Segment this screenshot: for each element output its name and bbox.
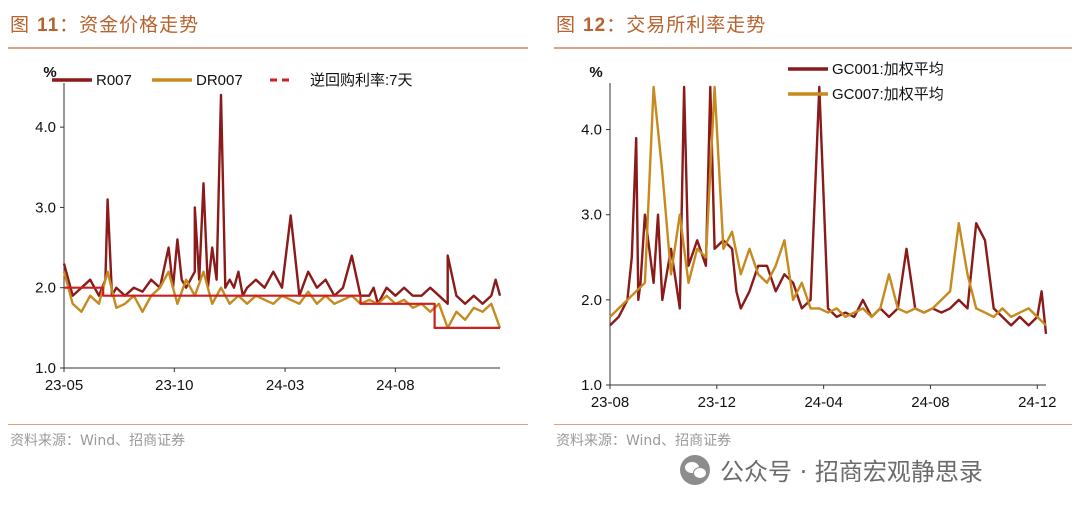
y-tick-label: 4.0 [581,122,602,139]
figure-11-title-text: ：资金价格走势 [59,14,200,36]
x-tick-label: 23-12 [698,394,736,411]
series-line-1 [609,85,1047,327]
y-tick-label: 3.0 [581,207,602,224]
x-tick-label: 24-08 [911,394,949,411]
x-tick-label: 24-04 [804,394,842,411]
y-tick-label: 1.0 [581,377,602,394]
x-tick-label: 23-10 [155,377,193,394]
x-tick-label: 24-08 [376,377,414,394]
figure-12-source: 资料来源：Wind、招商证券 [556,433,732,449]
chart-fund-price: % 1.0 2.0 3.0 4.0 23-05 23-10 24-03 24-08 R007 DR0… [35,64,502,394]
figure-12-title-rule [554,47,1072,49]
legend-label-0: R007 [96,72,132,89]
figure-12-title-text: ：交易所利率走势 [606,14,767,36]
chart-exchange-rates: % 1.0 2.0 3.0 4.0 23-08 23-12 24-04 24-08 24-12 GC… [581,61,1056,411]
figure-12-title-number: 12 [583,15,607,36]
x-tick-label: 23-08 [591,394,629,411]
wechat-icon [680,454,710,485]
legend-label-1: GC007:加权平均 [832,86,944,103]
figure-12-title: 图 12：交易所利率走势 [556,10,766,37]
legend-label-2: 逆回购利率:7天 [310,72,413,89]
y-tick-label: 2.0 [35,280,56,297]
y-tick-label: 2.0 [581,292,602,309]
figure-11-title-number: 11 [37,15,60,36]
y-tick-label: 3.0 [35,199,56,216]
figure-11-source: 资料来源：Wind、招商证券 [10,433,186,449]
x-tick-label: 24-03 [266,377,304,394]
y-axis-label: % [43,64,56,81]
x-tick-label: 23-05 [45,377,83,394]
figure-11-title: 图 11：资金价格走势 [10,10,199,37]
watermark-text: 公众号 · 招商宏观静思录 [720,458,983,486]
watermark: 公众号 · 招商宏观静思录 [680,452,983,487]
figure-12-source-rule [554,424,1072,425]
y-axis-label: % [589,64,602,81]
legend-label-1: DR007 [196,72,243,89]
legend-label-0: GC001:加权平均 [832,61,944,78]
series-line-0 [609,85,1048,335]
y-tick-label: 1.0 [35,360,56,377]
figure-12-title-prefix: 图 [556,14,584,36]
figure-11-title-prefix: 图 [10,14,38,36]
y-tick-label: 4.0 [35,119,56,136]
figure-11-source-rule [8,424,528,425]
series-line-0 [62,93,502,306]
series-line-2 [64,286,500,329]
figure-11-title-rule [8,47,528,49]
x-tick-label: 24-12 [1018,394,1056,411]
